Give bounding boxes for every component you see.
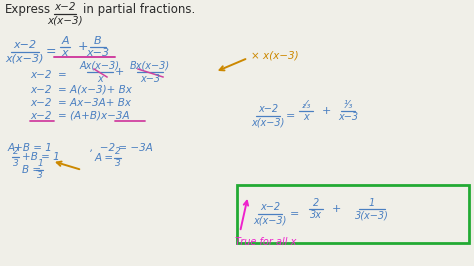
Text: 1: 1 [369,197,375,207]
Text: =: = [290,209,300,219]
Text: Ax(x−3): Ax(x−3) [80,60,120,70]
Text: A: A [61,35,69,45]
Text: 3: 3 [37,172,43,181]
Text: ,  −2 = −3A: , −2 = −3A [90,143,153,153]
Text: × x(x−3): × x(x−3) [251,50,299,60]
Text: x(x−3): x(x−3) [251,118,285,127]
Text: x: x [97,73,103,84]
Text: x−2  = A(x−3)+ Bx: x−2 = A(x−3)+ Bx [30,85,132,95]
Text: x−2  = (A+B)x−3A: x−2 = (A+B)x−3A [30,111,129,121]
Text: x(x−3): x(x−3) [253,215,287,226]
Text: Express: Express [5,3,51,16]
Text: x: x [62,48,68,59]
Text: A =: A = [95,153,114,163]
Text: x: x [303,113,309,123]
Text: 2: 2 [13,147,19,156]
Text: +B = 1: +B = 1 [22,152,60,162]
Text: 3: 3 [13,159,19,168]
Text: Bx(x−3): Bx(x−3) [130,60,170,70]
Text: +: + [115,67,124,77]
Text: 3: 3 [115,160,121,168]
Text: x(x−3): x(x−3) [47,15,83,26]
Text: x−3: x−3 [86,48,109,59]
Text: x−2: x−2 [258,105,278,114]
Text: 2: 2 [115,148,121,156]
Text: ¹⁄₃: ¹⁄₃ [343,99,353,110]
Text: =: = [286,111,295,121]
Text: x−2: x−2 [13,40,36,51]
Text: 2: 2 [313,197,319,207]
Text: x−3: x−3 [338,113,358,123]
Text: x−2  = Ax−3A+ Bx: x−2 = Ax−3A+ Bx [30,98,131,108]
Text: +: + [78,40,89,53]
Text: B =: B = [22,165,41,175]
Text: x−2: x−2 [260,202,280,213]
Text: True for all x: True for all x [235,237,296,247]
Text: A+B = 1: A+B = 1 [8,143,53,153]
Text: 1: 1 [37,160,43,168]
Text: x(x−3): x(x−3) [6,53,44,64]
Text: x−2  =: x−2 = [30,70,67,80]
Text: +: + [332,204,341,214]
Text: in partial fractions.: in partial fractions. [83,3,195,16]
Text: ₂⁄₃: ₂⁄₃ [301,99,310,110]
Text: 3(x−3): 3(x−3) [355,210,389,221]
Text: x−2: x−2 [54,2,76,13]
Text: 3x: 3x [310,210,322,221]
Text: B: B [94,35,102,45]
Text: +: + [322,106,331,116]
Text: =: = [46,45,56,59]
Text: x−3: x−3 [140,73,160,84]
